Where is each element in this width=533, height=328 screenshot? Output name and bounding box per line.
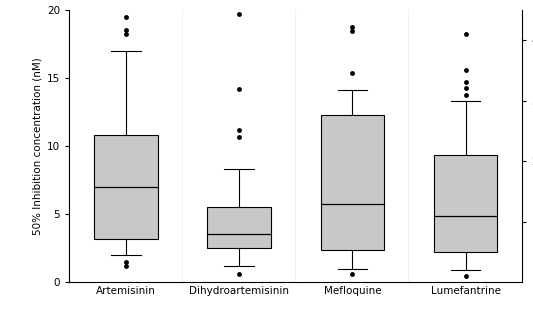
Bar xyxy=(207,207,271,248)
Y-axis label: 50% Inhibition concentration (nM): 50% Inhibition concentration (nM) xyxy=(33,57,43,235)
Bar xyxy=(321,115,384,250)
Bar xyxy=(94,135,158,238)
Bar xyxy=(434,155,497,252)
